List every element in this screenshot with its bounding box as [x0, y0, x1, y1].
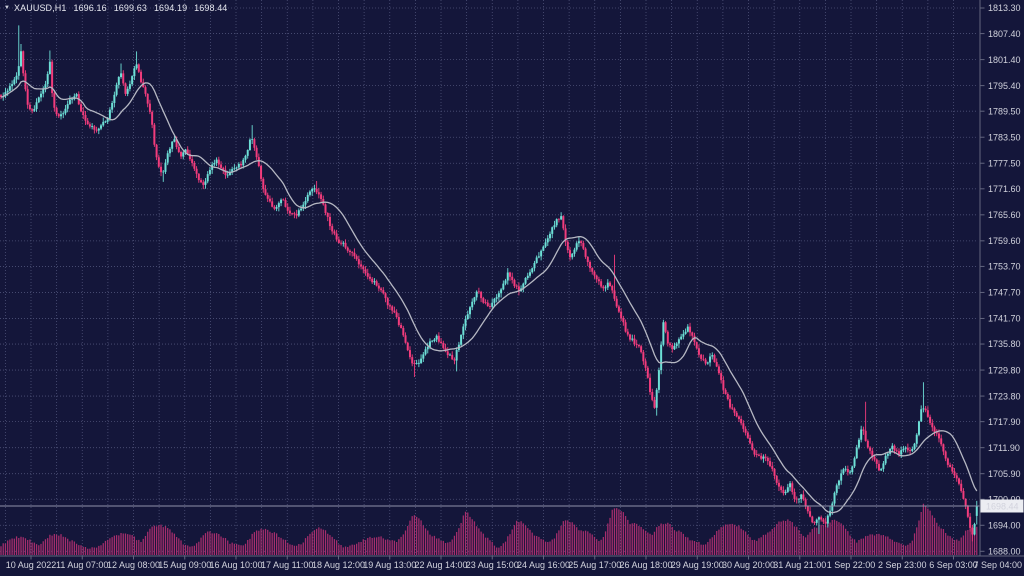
price-axis[interactable]: 1813.30 1807.40 1801.40 1795.40 1789.50 1783.…: [979, 0, 1021, 557]
volume-bars: [0, 503, 978, 555]
price-tick-label: 1747.70: [988, 288, 1021, 298]
price-tick-label: 1753.70: [988, 262, 1021, 272]
time-tick-label: 25 Aug 17:00: [568, 560, 621, 570]
time-tick-label: 6 Sep 03:00: [929, 560, 978, 570]
price-tick-label: 1741.70: [988, 314, 1021, 324]
price-tick-label: 1795.40: [988, 81, 1021, 91]
current-price-label: 1698.44: [986, 501, 1019, 511]
symbol-label: XAUUSD,H1: [14, 3, 67, 13]
current-price-box: [980, 499, 1024, 513]
price-tick-label: 1813.30: [988, 3, 1021, 13]
time-tick-label: 30 Aug 20:00: [722, 560, 775, 570]
price-tick-label: 1777.50: [988, 158, 1021, 168]
symbol-dropdown-icon[interactable]: ▼: [4, 5, 11, 11]
time-tick-label: 15 Aug 09:00: [158, 560, 211, 570]
ohlc-low-value: 1694.19: [153, 3, 188, 13]
ohlc-close-value: 1698.44: [194, 3, 228, 13]
price-tick-label: 1735.80: [988, 339, 1021, 349]
moving-average-line: [0, 80, 978, 514]
price-tick-label: 1807.40: [988, 29, 1021, 39]
time-tick-label: 24 Aug 16:00: [517, 560, 570, 570]
price-tick-label: 1705.90: [988, 469, 1021, 479]
price-tick-label: 1789.50: [988, 106, 1021, 116]
time-tick-label: 31 Aug 21:00: [773, 560, 826, 570]
current-price-marker: 1698.44: [980, 499, 1024, 513]
time-tick-label: 22 Aug 14:00: [414, 560, 467, 570]
time-tick-label: 1 Sep 22:00: [827, 560, 876, 570]
candles: [0, 25, 978, 542]
symbol-ohlc-overlay: ▼ XAUUSD,H1 1696.16 1699.63 1694.19 1698…: [4, 3, 234, 13]
time-tick-label: 19 Aug 13:00: [363, 560, 416, 570]
ohlc-open-value: 1696.16: [73, 3, 107, 13]
price-tick-label: 1700.00: [988, 494, 1021, 504]
price-tick-label: 1759.60: [988, 236, 1021, 246]
price-tick-label: 1783.50: [988, 132, 1021, 142]
price-tick-label: 1688.00: [988, 547, 1021, 557]
price-tick-label: 1694.00: [988, 520, 1021, 530]
price-tick-label: 1765.60: [988, 210, 1021, 220]
time-tick-label: 7 Sep 04:00: [973, 560, 1022, 570]
time-tick-label: 2 Sep 23:00: [878, 560, 927, 570]
time-tick-label: 18 Aug 12:00: [312, 560, 365, 570]
time-tick-label: 17 Aug 11:00: [261, 560, 313, 570]
price-tick-label: 1771.60: [988, 184, 1021, 194]
ohlc-high-value: 1699.63: [113, 3, 147, 13]
time-tick-label: 11 Aug 07:00: [56, 560, 108, 570]
price-tick-label: 1717.90: [988, 417, 1021, 427]
grid-lines: [0, 0, 978, 556]
price-tick-label: 1723.80: [988, 391, 1021, 401]
price-tick-label: 1801.40: [988, 55, 1021, 65]
time-tick-label: 12 Aug 08:00: [107, 560, 160, 570]
time-tick-label: 23 Aug 15:00: [466, 560, 519, 570]
price-tick-label: 1711.90: [988, 443, 1020, 453]
time-tick-label: 10 Aug 2022: [6, 560, 57, 570]
time-tick-label: 26 Aug 18:00: [619, 560, 672, 570]
price-tick-label: 1729.80: [988, 365, 1021, 375]
time-tick-label: 16 Aug 10:00: [209, 560, 262, 570]
time-tick-label: 29 Aug 19:00: [671, 560, 724, 570]
